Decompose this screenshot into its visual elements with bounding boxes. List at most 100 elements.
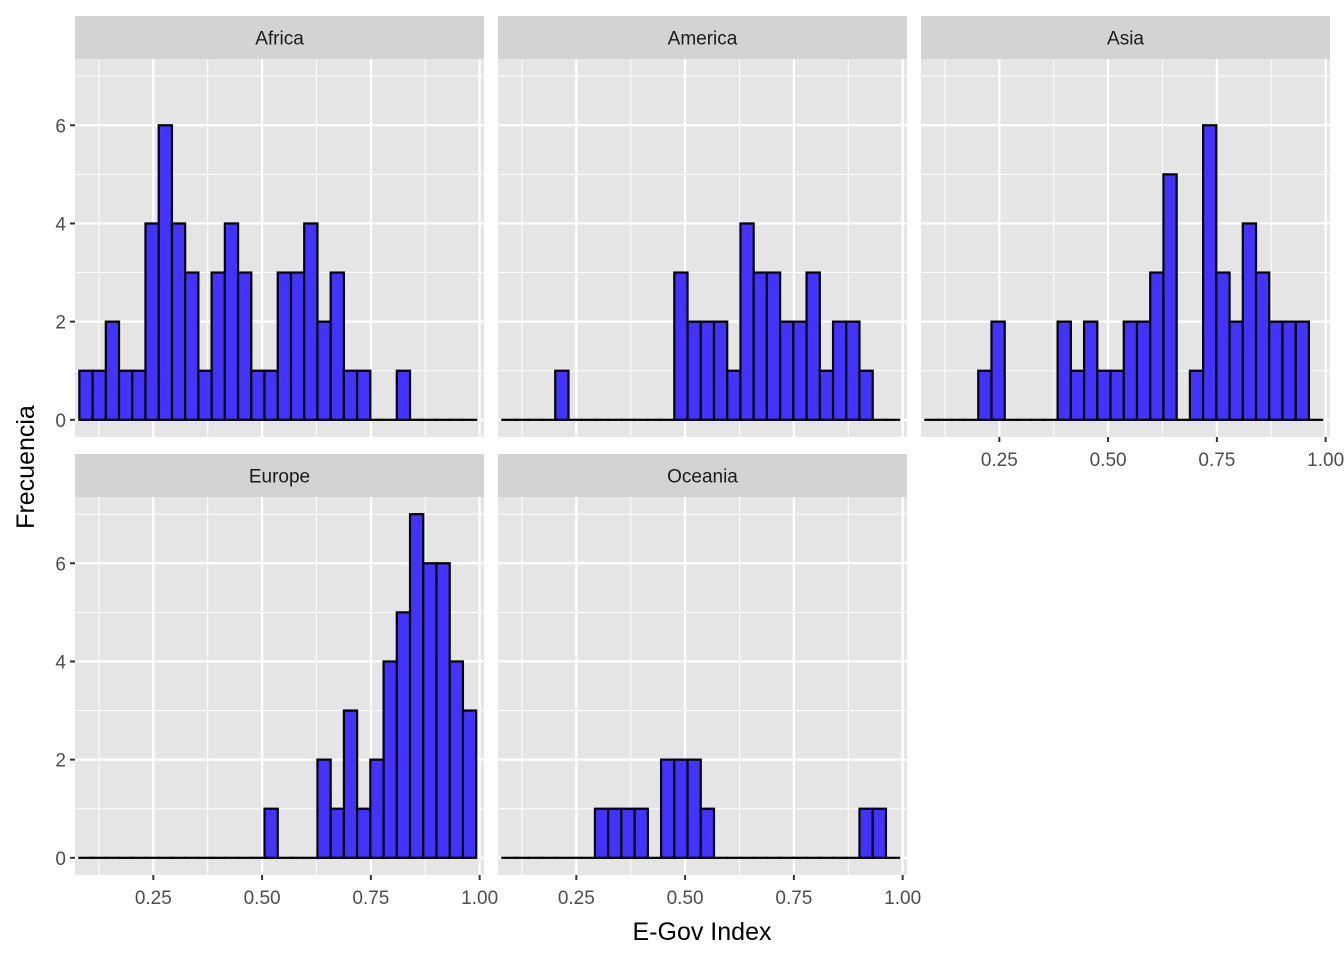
bar-america-24 — [820, 371, 833, 420]
bar-asia-16 — [1137, 322, 1150, 420]
bar-africa-6 — [159, 125, 172, 420]
bar-oceania-8 — [608, 809, 621, 858]
bar-asia-20 — [1190, 371, 1203, 420]
bar-africa-18 — [317, 322, 330, 420]
strip-label-america: America — [668, 29, 738, 50]
bar-europe-26 — [423, 563, 436, 858]
bar-america-27 — [859, 371, 872, 420]
bar-america-16 — [714, 322, 727, 420]
bar-europe-22 — [370, 760, 383, 858]
bar-america-15 — [701, 322, 714, 420]
bar-asia-15 — [1124, 322, 1137, 420]
bar-africa-14 — [265, 371, 278, 420]
x-tick-label: 0.25 — [558, 888, 595, 909]
bar-europe-20 — [344, 711, 357, 858]
bar-asia-5 — [991, 322, 1004, 420]
bar-america-25 — [833, 322, 846, 420]
strip-label-africa: Africa — [255, 29, 304, 50]
bar-asia-10 — [1058, 322, 1071, 420]
bar-asia-4 — [978, 371, 991, 420]
bar-africa-13 — [251, 371, 264, 420]
panel-africa: Africa 0 2 4 6 — [55, 16, 484, 437]
bar-asia-24 — [1243, 223, 1256, 419]
bar-america-18 — [740, 223, 753, 419]
bar-africa-4 — [132, 371, 145, 420]
bar-africa-2 — [106, 322, 119, 420]
bar-europe-18 — [317, 760, 330, 858]
bar-asia-22 — [1216, 273, 1229, 420]
bar-asia-21 — [1203, 125, 1216, 420]
x-tick-label: 0.50 — [1090, 450, 1127, 471]
y-tick-label: 6 — [55, 116, 66, 137]
bar-oceania-28 — [873, 809, 886, 858]
bar-europe-24 — [397, 612, 410, 857]
x-tick-label: 0.25 — [981, 450, 1018, 471]
bar-africa-21 — [357, 371, 370, 420]
bar-europe-27 — [436, 563, 449, 858]
bar-africa-17 — [304, 223, 317, 419]
bar-europe-14 — [265, 809, 278, 858]
y-tick-label: 0 — [55, 411, 66, 432]
y-tick-label: 4 — [55, 214, 66, 235]
strip-label-europe: Europe — [249, 467, 310, 488]
bar-america-4 — [555, 371, 568, 420]
x-tick-label: 1.00 — [461, 888, 498, 909]
bar-asia-28 — [1296, 322, 1309, 420]
bar-asia-12 — [1084, 322, 1097, 420]
bar-america-21 — [780, 322, 793, 420]
bar-africa-19 — [331, 273, 344, 420]
bar-africa-9 — [198, 371, 211, 420]
bar-asia-13 — [1097, 371, 1110, 420]
panels-layer: Africa 0 2 4 6 America Asia 0.25 0.50 0.75 1.00 Eur… — [55, 16, 1344, 909]
bar-europe-21 — [357, 809, 370, 858]
y-axis-title: Frecuencia — [12, 405, 40, 529]
bar-africa-5 — [145, 223, 158, 419]
bar-oceania-15 — [701, 809, 714, 858]
x-tick-label: 1.00 — [884, 888, 921, 909]
bar-asia-25 — [1256, 273, 1269, 420]
bar-africa-7 — [172, 223, 185, 419]
bar-america-17 — [727, 371, 740, 420]
bar-asia-14 — [1111, 371, 1124, 420]
bar-america-13 — [674, 273, 687, 420]
strip-label-asia: Asia — [1107, 29, 1144, 50]
x-tick-label: 0.50 — [667, 888, 704, 909]
bar-africa-11 — [225, 223, 238, 419]
bar-oceania-27 — [859, 809, 872, 858]
bar-asia-11 — [1071, 371, 1084, 420]
bar-europe-28 — [450, 661, 463, 857]
bar-america-26 — [846, 322, 859, 420]
bar-oceania-14 — [688, 760, 701, 858]
bar-europe-23 — [384, 661, 397, 857]
bar-africa-15 — [278, 273, 291, 420]
bar-oceania-9 — [621, 809, 634, 858]
bar-america-19 — [754, 273, 767, 420]
bar-africa-8 — [185, 273, 198, 420]
bar-africa-3 — [119, 371, 132, 420]
bar-africa-24 — [397, 371, 410, 420]
bar-asia-18 — [1163, 174, 1176, 419]
bar-america-14 — [688, 322, 701, 420]
bar-asia-23 — [1230, 322, 1243, 420]
bar-oceania-13 — [674, 760, 687, 858]
bar-america-20 — [767, 273, 780, 420]
bar-asia-26 — [1269, 322, 1282, 420]
bar-africa-1 — [93, 371, 106, 420]
bar-oceania-12 — [661, 760, 674, 858]
x-tick-label: 0.75 — [352, 888, 389, 909]
bar-africa-16 — [291, 273, 304, 420]
x-axis-title: E-Gov Index — [633, 918, 772, 946]
panel-america: America — [498, 16, 907, 437]
x-tick-label: 0.25 — [135, 888, 172, 909]
y-tick-label: 0 — [55, 849, 66, 870]
strip-label-oceania: Oceania — [667, 467, 738, 488]
bar-africa-20 — [344, 371, 357, 420]
y-tick-label: 2 — [55, 313, 66, 334]
x-tick-label: 0.75 — [1198, 450, 1235, 471]
bar-oceania-10 — [635, 809, 648, 858]
